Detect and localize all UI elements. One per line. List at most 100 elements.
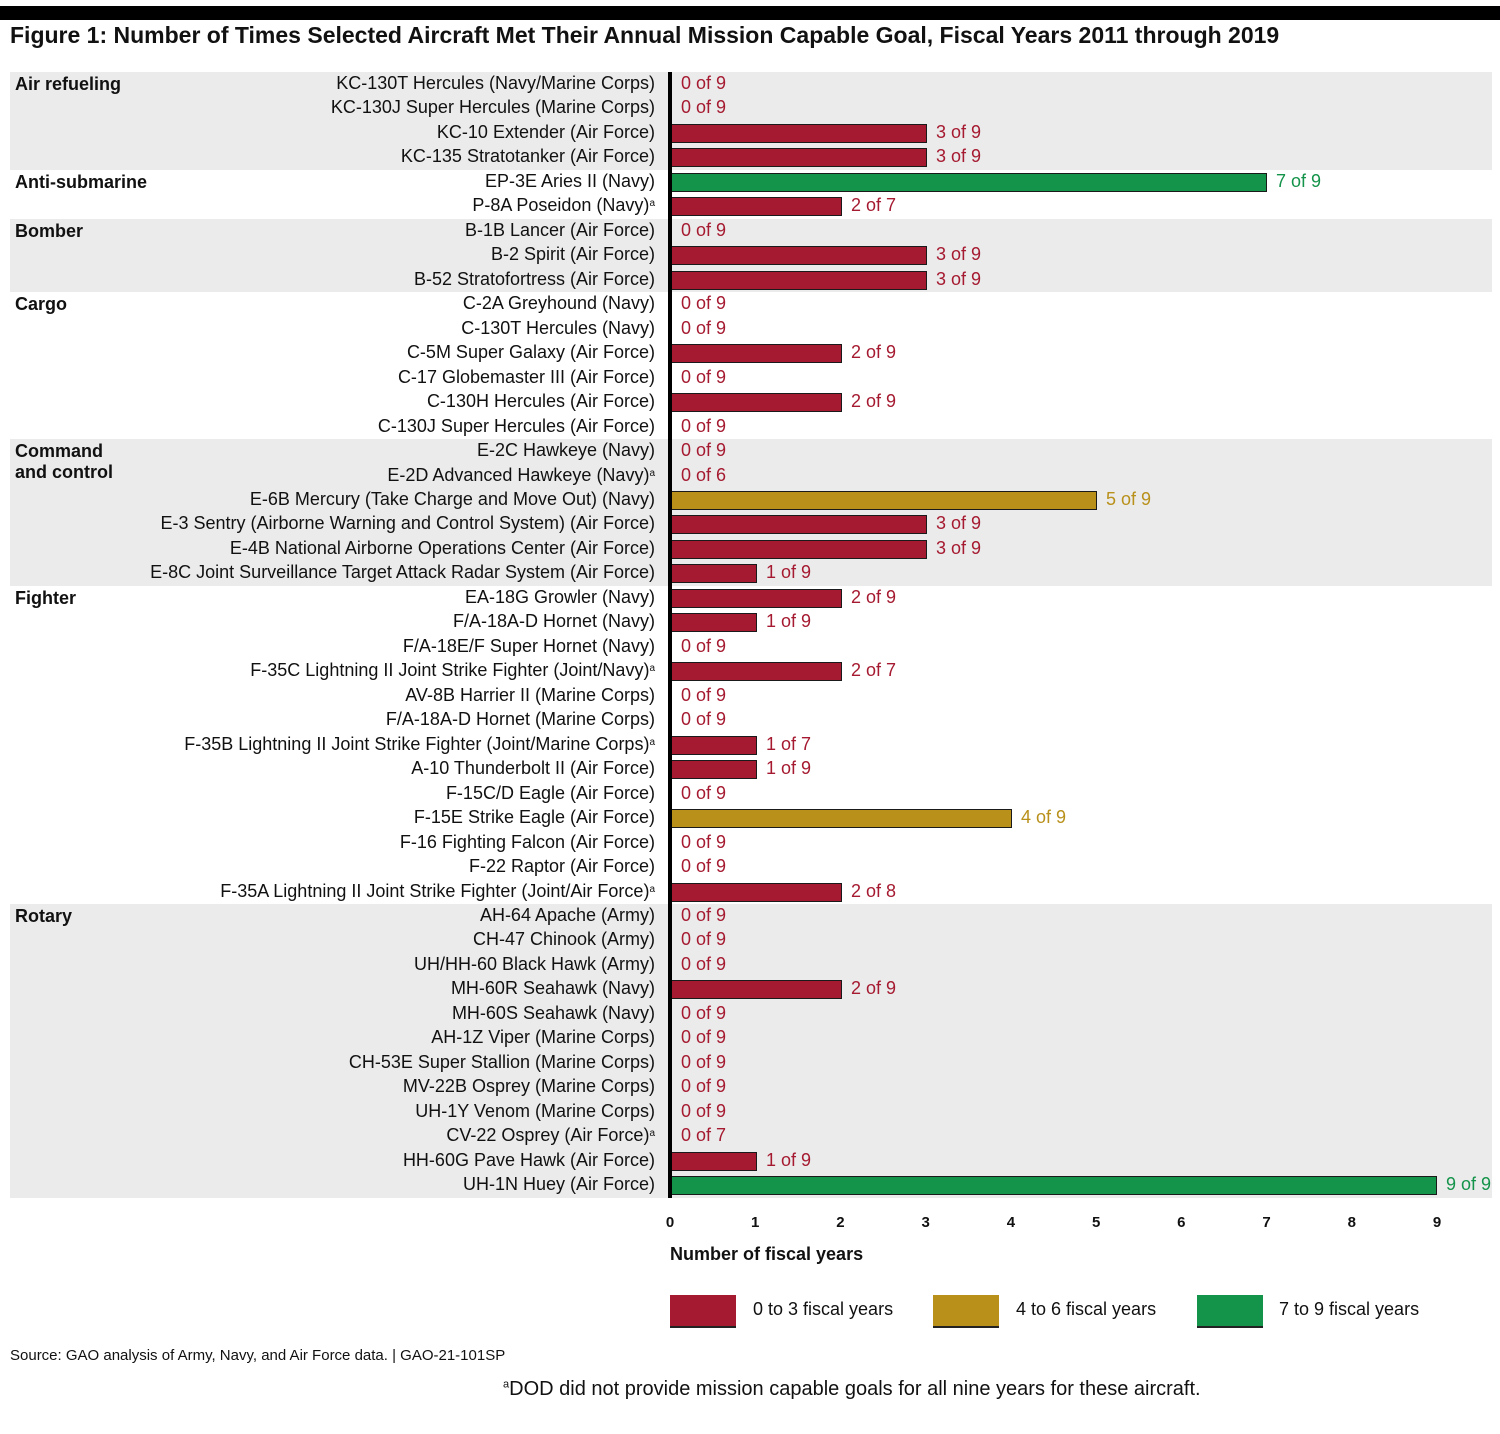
bar-value-label: 3 of 9 <box>936 146 982 167</box>
bar-value-label: 2 of 7 <box>851 195 897 216</box>
aircraft-label: B-52 Stratofortress (Air Force) <box>414 267 655 291</box>
aircraft-label: HH-60G Pave Hawk (Air Force) <box>403 1148 655 1172</box>
bar <box>672 980 842 1000</box>
aircraft-name: AV-8B Harrier II (Marine Corps) <box>405 684 655 705</box>
aircraft-name: UH-1N Huey (Air Force) <box>462 1174 655 1195</box>
bar-value-label: 1 of 9 <box>766 1149 812 1170</box>
aircraft-label: UH/HH-60 Black Hawk (Army) <box>414 952 655 976</box>
bar <box>672 564 757 584</box>
bar <box>672 197 842 217</box>
x-axis-label: Number of fiscal years <box>670 1244 864 1264</box>
bar-value-label: 0 of 9 <box>681 73 727 93</box>
source-note: Source: GAO analysis of Army, Navy, and … <box>10 1347 506 1364</box>
bar-value-label: 0 of 9 <box>681 1100 727 1121</box>
aircraft-name: F-35A Lightning II Joint Strike Fighter … <box>220 880 650 901</box>
y-axis-line <box>668 72 672 1198</box>
aircraft-label: MH-60S Seahawk (Navy) <box>452 1001 655 1025</box>
x-tick-label: 2 <box>836 1214 845 1231</box>
aircraft-label: KC-10 Extender (Air Force) <box>437 120 655 144</box>
aircraft-name: CH-47 Chinook (Army) <box>472 929 655 950</box>
bar-value-label: 0 of 9 <box>681 1002 727 1023</box>
aircraft-name: CH-53E Super Stallion (Marine Corps) <box>348 1051 655 1072</box>
group-label: Rotary <box>15 905 73 926</box>
aircraft-label: AV-8B Harrier II (Marine Corps) <box>405 683 655 707</box>
aircraft-name: CV-22 Osprey (Air Force) <box>446 1125 650 1146</box>
bar <box>672 539 927 559</box>
bar-value-label: 0 of 9 <box>681 293 727 314</box>
aircraft-label: E-3 Sentry (Airborne Warning and Control… <box>161 511 656 535</box>
aircraft-name: KC-135 Stratotanker (Air Force) <box>400 146 655 167</box>
aircraft-name: UH/HH-60 Black Hawk (Army) <box>413 953 655 974</box>
aircraft-name: A-10 Thunderbolt II (Air Force) <box>411 758 655 779</box>
bar <box>672 270 927 290</box>
aircraft-label: AH-64 Apache (Army) <box>480 903 655 927</box>
bar-value-label: 2 of 8 <box>851 880 897 901</box>
bar-value-label: 2 of 9 <box>851 342 897 363</box>
legend-label-low: 0 to 3 fiscal years <box>753 1299 894 1319</box>
aircraft-name: F/A-18E/F Super Hornet (Navy) <box>402 635 655 656</box>
aircraft-name: E-2D Advanced Hawkeye (Navy) <box>387 464 650 485</box>
bar <box>672 613 757 633</box>
figure-title: Figure 1: Number of Times Selected Aircr… <box>10 22 1280 48</box>
x-tick-label: 9 <box>1432 1214 1442 1231</box>
bar-value-label: 0 of 9 <box>681 1027 727 1048</box>
bar-value-label: 5 of 9 <box>1106 488 1152 509</box>
aircraft-label: C-17 Globemaster III (Air Force) <box>398 365 655 389</box>
aircraft-name: E-6B Mercury (Take Charge and Move Out) … <box>249 488 655 509</box>
aircraft-name: B-1B Lancer (Air Force) <box>464 219 655 240</box>
aircraft-name: E-8C Joint Surveillance Target Attack Ra… <box>150 562 655 583</box>
aircraft-name: F-15E Strike Eagle (Air Force) <box>413 807 655 828</box>
aircraft-label: CV-22 Osprey (Air Force)a <box>446 1123 655 1147</box>
group-label: Cargo <box>15 294 68 315</box>
aircraft-name: F-16 Fighting Falcon (Air Force) <box>399 831 655 852</box>
bar-value-label: 2 of 7 <box>851 660 897 681</box>
legend-swatch-mid <box>933 1295 999 1328</box>
bar <box>672 172 1267 192</box>
aircraft-name: E-4B National Airborne Operations Center… <box>229 537 655 558</box>
bar-value-label: 2 of 9 <box>851 586 897 607</box>
aircraft-name: C-17 Globemaster III (Air Force) <box>397 366 655 387</box>
top-rule <box>0 6 1500 20</box>
aircraft-label: CH-47 Chinook (Army) <box>473 927 655 951</box>
bar-value-label: 1 of 7 <box>766 733 812 754</box>
aircraft-name: KC-130T Hercules (Navy/Marine Corps) <box>336 73 655 93</box>
footnote-marker: a <box>503 1378 510 1391</box>
bar-value-label: 0 of 9 <box>681 440 727 461</box>
footnote-marker: a <box>649 198 655 210</box>
aircraft-name: EP-3E Aries II (Navy) <box>484 170 655 191</box>
aircraft-label: KC-130J Super Hercules (Marine Corps) <box>331 95 655 119</box>
aircraft-label: CH-53E Super Stallion (Marine Corps) <box>349 1050 655 1074</box>
bar <box>672 246 927 266</box>
bar-value-label: 0 of 9 <box>681 635 727 656</box>
aircraft-label: F/A-18A-D Hornet (Marine Corps) <box>386 707 655 731</box>
footnote-marker: a <box>649 883 655 895</box>
bar-value-label: 0 of 9 <box>681 709 727 730</box>
aircraft-name: EA-18G Growler (Navy) <box>464 586 655 607</box>
bar <box>672 760 757 780</box>
aircraft-name: E-3 Sentry (Airborne Warning and Control… <box>160 513 656 534</box>
aircraft-name: C-130T Hercules (Navy) <box>461 317 655 338</box>
bar <box>672 662 842 682</box>
aircraft-label: F/A-18A-D Hornet (Navy) <box>453 609 655 633</box>
aircraft-label: F-16 Fighting Falcon (Air Force) <box>400 830 655 854</box>
bar-value-label: 3 of 9 <box>936 244 982 265</box>
bar-value-label: 9 of 9 <box>1446 1174 1492 1195</box>
bar <box>672 393 842 413</box>
aircraft-label: E-6B Mercury (Take Charge and Move Out) … <box>250 487 655 511</box>
bar-value-label: 3 of 9 <box>936 268 982 289</box>
bar-value-label: 0 of 9 <box>681 1051 727 1072</box>
aircraft-label: EA-18G Growler (Navy) <box>465 585 655 609</box>
aircraft-label: F-15C/D Eagle (Air Force) <box>446 781 655 805</box>
group-label: Command and control <box>15 441 113 483</box>
aircraft-label: P-8A Poseidon (Navy)a <box>472 193 655 217</box>
bar-value-label: 7 of 9 <box>1276 170 1322 191</box>
x-tick-label: 1 <box>751 1214 760 1231</box>
aircraft-label: C-2A Greyhound (Navy) <box>463 291 655 315</box>
aircraft-name: C-130H Hercules (Air Force) <box>426 391 655 412</box>
x-tick-label: 8 <box>1347 1214 1356 1231</box>
aircraft-label: F-15E Strike Eagle (Air Force) <box>414 805 655 829</box>
bar-value-label: 0 of 9 <box>681 953 727 974</box>
aircraft-name: P-8A Poseidon (Navy) <box>472 195 650 216</box>
x-tick-label: 7 <box>1262 1214 1271 1231</box>
aircraft-label: UH-1N Huey (Air Force) <box>463 1172 655 1196</box>
